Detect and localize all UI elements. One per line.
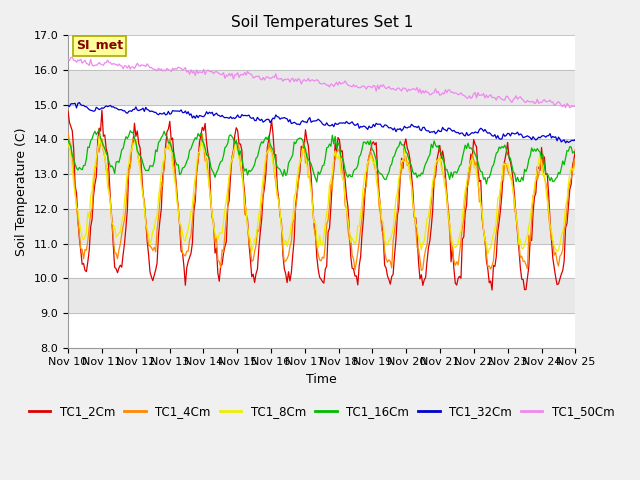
Y-axis label: Soil Temperature (C): Soil Temperature (C): [15, 127, 28, 256]
Bar: [68, 139, 575, 174]
Bar: [68, 278, 575, 313]
Bar: [68, 70, 575, 105]
Legend: TC1_2Cm, TC1_4Cm, TC1_8Cm, TC1_16Cm, TC1_32Cm, TC1_50Cm: TC1_2Cm, TC1_4Cm, TC1_8Cm, TC1_16Cm, TC1…: [24, 400, 620, 423]
X-axis label: Time: Time: [307, 373, 337, 386]
Title: Soil Temperatures Set 1: Soil Temperatures Set 1: [230, 15, 413, 30]
Text: SI_met: SI_met: [76, 39, 123, 52]
Bar: [68, 209, 575, 243]
